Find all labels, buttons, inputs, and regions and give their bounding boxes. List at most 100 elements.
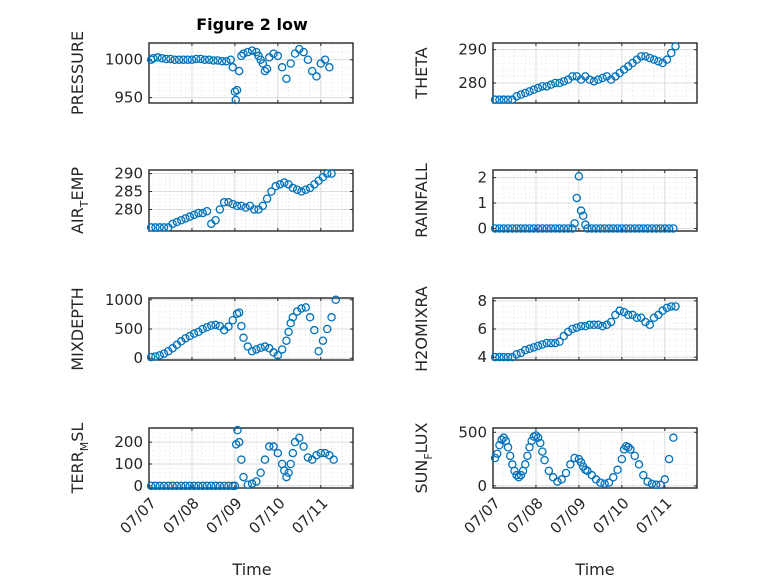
data-point: [224, 481, 233, 491]
data-point: [604, 478, 614, 487]
data-point: [587, 470, 597, 480]
data-point: [215, 205, 225, 214]
data-point: [231, 95, 240, 105]
data-point: [318, 336, 328, 345]
data-point: [551, 78, 560, 88]
series-markers: [490, 172, 678, 233]
data-point: [159, 223, 169, 232]
data-point: [297, 187, 306, 196]
data-point: [176, 481, 186, 491]
data-point: [538, 447, 547, 456]
data-point: [288, 313, 298, 322]
y-axis-label: MIXDEPTH: [68, 287, 87, 370]
data-point: [495, 440, 504, 450]
data-point: [538, 224, 547, 233]
data-point: [151, 352, 160, 361]
y-tick-label: 1: [477, 194, 487, 212]
data-point: [553, 477, 562, 486]
data-point: [634, 224, 644, 233]
data-point: [202, 207, 212, 216]
y-tick-label: 2: [477, 169, 487, 187]
data-point: [643, 477, 652, 486]
data-point: [288, 448, 298, 458]
series-markers: [490, 42, 680, 104]
series-markers: [490, 302, 680, 362]
data-point: [314, 346, 323, 356]
data-point: [228, 199, 237, 209]
data-point: [566, 460, 575, 469]
y-tick-label: 950: [114, 89, 143, 107]
data-point: [606, 317, 616, 327]
data-point: [538, 82, 547, 91]
data-point: [322, 169, 332, 178]
y-tick-label: 280: [458, 74, 487, 92]
data-point: [301, 185, 311, 194]
data-point: [237, 321, 246, 331]
data-point: [307, 66, 317, 76]
data-point: [639, 224, 648, 233]
data-point: [520, 460, 530, 469]
data-point: [559, 224, 569, 233]
data-point: [215, 481, 225, 491]
data-point: [490, 95, 500, 104]
data-point: [559, 77, 569, 86]
y-tick-label: 500: [458, 423, 487, 441]
data-point: [185, 331, 195, 341]
data-point: [544, 466, 554, 476]
data-point: [168, 481, 177, 491]
data-point: [613, 465, 622, 475]
data-point: [643, 224, 652, 233]
data-point: [226, 55, 235, 64]
data-point: [284, 468, 293, 477]
data-point: [164, 481, 173, 491]
data-point: [493, 449, 502, 458]
axes-box: [492, 427, 698, 489]
data-point: [572, 323, 582, 332]
data-point: [662, 303, 672, 313]
data-point: [617, 224, 627, 233]
axes-box: [492, 42, 698, 104]
y-tick-label: 285: [114, 183, 143, 201]
data-point: [241, 203, 250, 212]
data-point: [662, 55, 672, 64]
data-point: [310, 325, 319, 335]
data-point: [151, 481, 160, 491]
data-point: [585, 75, 594, 84]
data-point: [514, 473, 524, 482]
data-point: [512, 92, 521, 101]
data-point: [329, 455, 338, 464]
data-point: [219, 198, 229, 207]
data-point: [527, 436, 536, 446]
y-axis-label: H2OMIXRA: [412, 286, 431, 372]
figure-title: Figure 2 low: [196, 15, 308, 34]
data-point: [307, 455, 317, 464]
data-point: [533, 433, 543, 442]
data-point: [548, 473, 558, 482]
y-axis-label: THETA: [412, 47, 431, 99]
data-point: [301, 303, 311, 312]
data-point: [604, 224, 614, 233]
data-point: [282, 336, 291, 345]
data-point: [234, 308, 244, 317]
y-tick-label: 290: [114, 165, 143, 183]
data-point: [535, 438, 545, 448]
data-point: [503, 352, 513, 362]
data-point: [490, 224, 500, 233]
series-markers: [146, 169, 336, 232]
xlabel-right: Time: [574, 560, 614, 579]
data-point: [146, 223, 156, 232]
data-point: [512, 470, 521, 480]
y-tick-label: 1000: [105, 51, 143, 69]
data-point: [284, 327, 293, 337]
data-point: [568, 72, 577, 81]
data-point: [593, 75, 603, 84]
data-point: [510, 466, 519, 476]
plot-area: [149, 428, 353, 488]
data-point: [669, 224, 678, 233]
data-point: [523, 451, 532, 461]
data-point: [490, 352, 500, 362]
data-point: [649, 313, 659, 322]
data-point: [157, 53, 167, 63]
